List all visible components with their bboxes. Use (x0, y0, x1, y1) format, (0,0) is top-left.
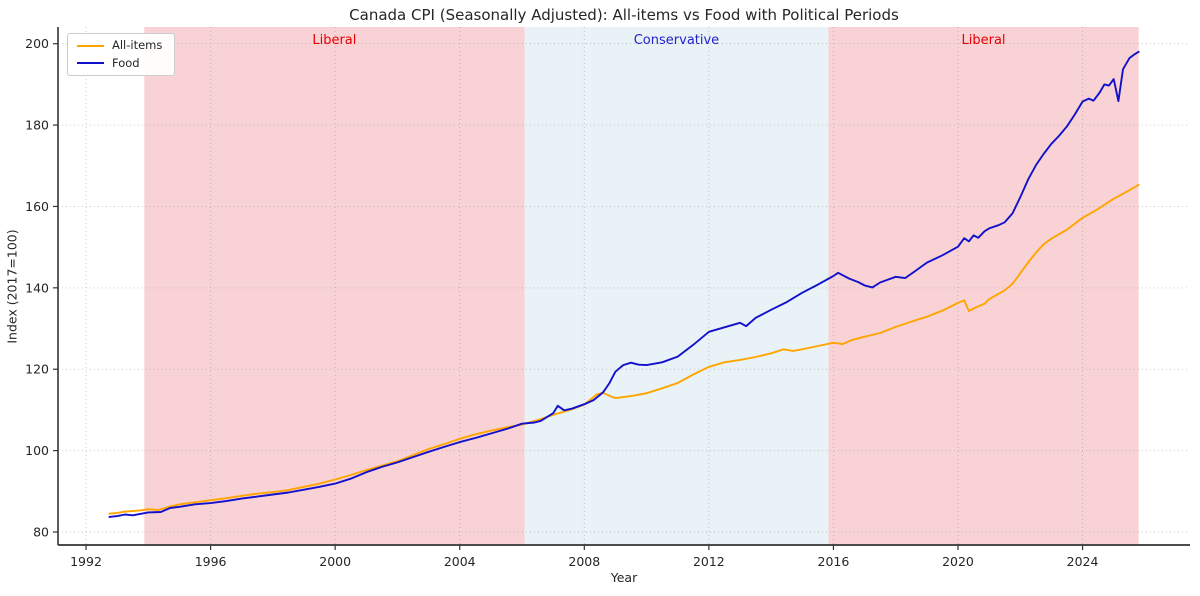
x-tick-label: 2024 (1067, 554, 1099, 569)
y-tick-label: 180 (25, 118, 49, 133)
x-tick-label: 2000 (319, 554, 351, 569)
legend-label: All-items (112, 38, 163, 52)
x-tick-label: 2020 (942, 554, 974, 569)
legend-item-all-items: All-items (77, 38, 163, 52)
x-tick-label: 2016 (818, 554, 850, 569)
x-tick-label: 2008 (568, 554, 600, 569)
all-items-line-swatch (77, 44, 104, 47)
x-tick-label: 1992 (70, 554, 102, 569)
y-tick-label: 100 (25, 443, 49, 458)
period-label-liberal: Liberal (312, 33, 356, 48)
period-band-conservative (524, 27, 829, 545)
x-axis-label: Year (610, 570, 638, 585)
period-band-liberal (828, 27, 1139, 545)
period-band-liberal (144, 27, 525, 545)
x-tick-label: 1996 (195, 554, 227, 569)
y-axis-label: Index (2017=100) (4, 229, 20, 344)
x-tick-label: 2004 (444, 554, 476, 569)
y-tick-label: 120 (25, 362, 49, 377)
y-tick-label: 140 (25, 280, 49, 295)
y-tick-label: 160 (25, 199, 49, 214)
food-line-swatch (77, 62, 104, 65)
y-tick-label: 200 (25, 36, 49, 51)
period-label-liberal: Liberal (962, 33, 1006, 48)
y-tick-label: 80 (33, 524, 49, 539)
series-line-all-items (108, 183, 1140, 515)
x-tick-label: 2012 (693, 554, 725, 569)
legend: All-items Food (67, 33, 176, 76)
series-line-food (108, 50, 1140, 518)
legend-item-food: Food (77, 55, 162, 70)
period-label-conservative: Conservative (634, 33, 719, 48)
chart-title: Canada CPI (Seasonally Adjusted): All-it… (349, 6, 899, 24)
legend-label: Food (112, 55, 140, 70)
